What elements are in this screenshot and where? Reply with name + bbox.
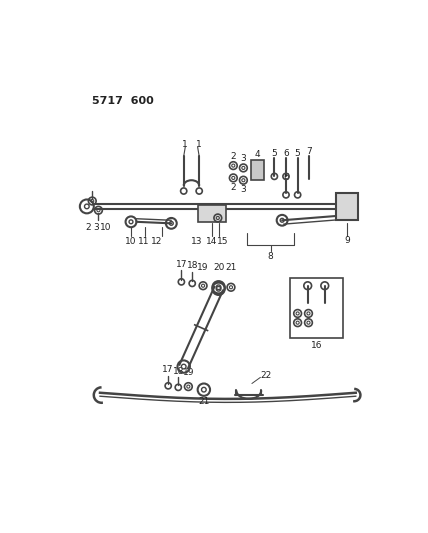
Text: 3: 3	[241, 185, 246, 194]
Text: 8: 8	[268, 252, 273, 261]
Bar	[251, 160, 264, 180]
Text: 11: 11	[138, 237, 149, 246]
Text: 1: 1	[181, 140, 187, 149]
Text: 5: 5	[271, 149, 277, 158]
Text: 18: 18	[172, 367, 184, 376]
Text: 19: 19	[183, 368, 194, 377]
Text: 13: 13	[191, 237, 202, 246]
Text: 22: 22	[260, 370, 271, 379]
Text: 4: 4	[255, 150, 260, 159]
Text: 15: 15	[217, 237, 228, 246]
Text: 14: 14	[206, 237, 217, 246]
Text: 10: 10	[125, 237, 136, 246]
Text: 9: 9	[345, 236, 350, 245]
Bar	[336, 192, 358, 220]
Text: 17: 17	[175, 260, 187, 269]
Text: 20: 20	[213, 263, 224, 272]
Bar	[290, 278, 342, 338]
Text: 21: 21	[198, 398, 210, 407]
Text: 1: 1	[196, 140, 201, 149]
Text: 5717  600: 5717 600	[92, 96, 154, 106]
Text: 2: 2	[231, 152, 236, 161]
Text: 3: 3	[241, 154, 246, 163]
Text: 17: 17	[163, 365, 174, 374]
Text: 19: 19	[197, 263, 209, 272]
Text: 6: 6	[283, 149, 289, 158]
Text: 2: 2	[86, 223, 91, 232]
Bar	[199, 205, 226, 222]
Text: 16: 16	[310, 341, 322, 350]
Text: 3: 3	[93, 223, 99, 232]
Text: 21: 21	[225, 263, 237, 272]
Text: 5: 5	[295, 149, 300, 158]
Text: 10: 10	[100, 223, 111, 232]
Text: 7: 7	[306, 147, 312, 156]
Text: 12: 12	[151, 237, 162, 246]
Text: 18: 18	[187, 261, 198, 270]
Text: 6: 6	[283, 173, 289, 182]
Text: 2: 2	[231, 183, 236, 192]
